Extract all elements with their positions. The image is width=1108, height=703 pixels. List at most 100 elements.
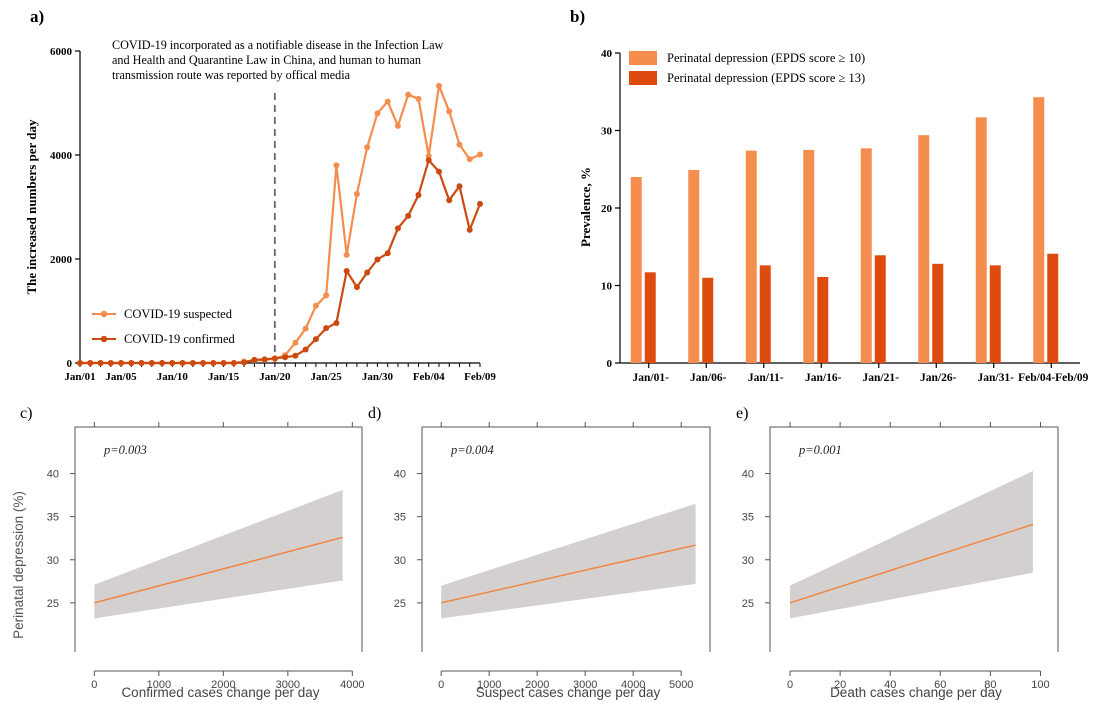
fitted-line [789,523,1034,604]
panel-e-label: e) [736,405,748,422]
panel-a-series [77,82,483,366]
data-point-confirmed [189,360,196,366]
data-point-confirmed [435,168,442,175]
panel-a-x-tick-label: Jan/15 [208,371,240,383]
x-tick-label: 2000 [525,679,549,691]
bar-epds10 [803,149,815,363]
data-point-suspected [302,325,309,332]
confidence-band [94,489,343,619]
bar-epds10 [745,150,757,363]
bar-epds13 [989,265,1001,363]
panel-a-legend: COVID-19 suspected COVID-19 confirmed [92,307,235,346]
p-value-label: p=0.004 [450,443,494,457]
panel-e-death-cases-regression: e) 0 20 40 60 80 100 25 30 35 40 p=0.001 Death case… [736,405,1059,700]
x-tick-label: 3000 [573,679,597,691]
panel-b-x-tick-label: Jan/06- [690,372,727,384]
bar-epds13 [932,263,944,363]
data-point-confirmed [159,360,166,366]
panel-b-x-tick-label: Feb/04-Feb/09 [1018,372,1089,384]
panel-b-y-tick-label: 40 [601,48,613,60]
panel-a-label: a) [30,7,44,26]
data-point-confirmed [466,226,473,233]
data-point-confirmed [292,352,299,359]
data-point-suspected [415,95,422,102]
bar-epds13 [817,276,829,363]
data-point-confirmed [456,183,463,190]
panel-a-x-tick-label: Jan/20 [259,371,291,383]
data-point-confirmed [446,197,453,204]
data-point-confirmed [353,284,360,291]
data-point-suspected [425,153,432,160]
data-point-confirmed [312,336,319,343]
panel-d-suspect-cases-regression: d) 0 1000 2000 3000 4000 5000 25 30 35 40 p=0.004 S… [368,405,711,700]
panel-b-axes: 0 10 20 30 40 Jan/01- Jan/06- Jan/11- Jan/16- Jan… [601,48,1089,384]
data-point-confirmed [241,359,248,366]
y-tick-label: 25 [394,598,406,610]
x-axis-title: Confirmed cases change per day [121,685,319,700]
bar-epds10 [860,148,872,363]
data-point-suspected [466,156,473,163]
panel-a-y-tick-label: 2000 [50,254,73,266]
panel-b-x-tick-label: Jan/26- [920,372,957,384]
x-tick-label: 40 [884,679,896,691]
panel-b-y-tick-label: 30 [601,126,613,138]
panel-d-label: d) [368,405,381,422]
panel-b-x-tick-label: Jan/16- [805,372,842,384]
data-point-suspected [374,110,381,117]
panel-b-y-tick-label: 10 [601,281,613,293]
bar-epds10 [630,177,642,363]
x-axis-title: Death cases change per day [830,685,1002,700]
x-tick-label: 100 [1031,679,1049,691]
plot-frame [421,426,711,652]
panel-a-y-tick-label: 4000 [50,150,73,162]
panel-c-label: c) [20,405,32,422]
p-value-label: p=0.001 [798,443,842,457]
data-point-suspected [405,91,412,98]
y-tick-label: 30 [47,555,59,567]
y-tick-label: 40 [47,469,59,481]
event-annotation-line-2: and Health and Quarantine Law in China, … [112,53,421,67]
y-tick-label: 30 [394,555,406,567]
data-point-confirmed [364,269,371,276]
bar-epds13 [759,265,771,363]
event-annotation-line-1: COVID-19 incorporated as a notifiable di… [112,38,444,52]
y-tick-label: 25 [742,598,754,610]
legend-epds13-label: Perinatal depression (EPDS score ≥ 13) [667,71,865,85]
data-point-confirmed [148,360,155,366]
panel-b-x-tick-label: Jan/31- [978,372,1015,384]
data-point-confirmed [415,192,422,199]
data-point-suspected [477,151,483,158]
y-tick-label: 35 [394,512,406,524]
data-point-confirmed [425,157,432,164]
data-point-confirmed [200,360,207,366]
y-tick-label: 40 [394,469,406,481]
x-tick-label: 4000 [340,679,364,691]
panel-a-y-tick-label: 6000 [50,46,73,58]
panel-b-y-tick-label: 0 [607,358,613,370]
panel-c-confirmed-cases-regression: c) Perinatal depression (%) 0 1000 2000 300… [11,405,365,700]
legend-epds13-swatch [629,71,657,85]
data-point-confirmed [323,325,330,332]
data-point-suspected [353,191,360,197]
panel-b-x-tick-label: Jan/11- [748,372,784,384]
data-point-confirmed [333,319,340,326]
confidence-band [441,503,696,619]
data-point-suspected [384,98,391,105]
data-point-suspected [364,144,371,151]
event-annotation-line-3: transmission route was reported by offic… [112,68,351,82]
data-point-confirmed [251,356,258,363]
data-point-confirmed [271,355,278,362]
bar-epds13 [644,272,656,363]
panel-b-legend: Perinatal depression (EPDS score ≥ 10) P… [629,51,865,85]
panel-a-axes: 0 2000 4000 6000 Jan/01 Jan/05 Jan/10 Jan/15 Jan… [50,46,496,383]
data-point-confirmed [220,360,227,366]
data-point-confirmed [302,346,309,353]
data-point-confirmed [374,256,381,263]
data-point-confirmed [97,360,104,366]
data-point-suspected [333,162,340,169]
data-point-confirmed [384,250,391,257]
data-point-confirmed [138,360,145,366]
panel-a-x-tick-label: Feb/09 [464,371,496,383]
panel-b-y-tick-label: 20 [601,203,613,215]
data-point-confirmed [230,360,237,366]
